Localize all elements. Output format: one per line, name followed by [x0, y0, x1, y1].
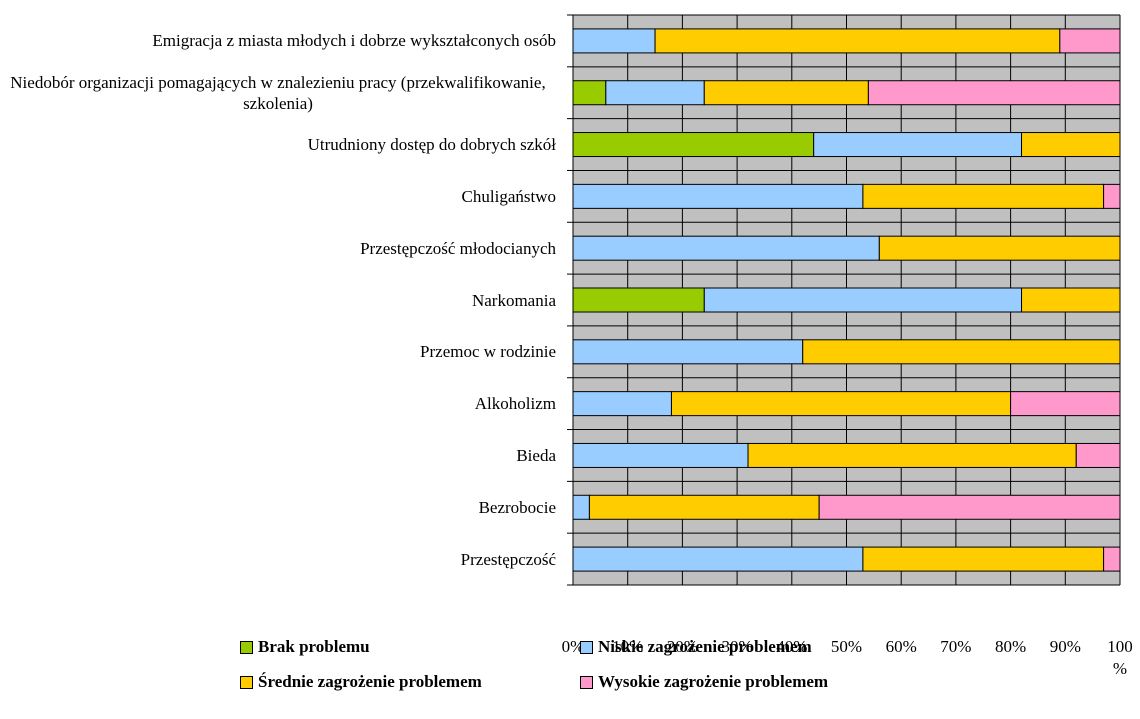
- bar-segment: [572, 546, 864, 572]
- x-tick-label: 0%: [561, 637, 585, 656]
- bar-segment: [1075, 442, 1121, 468]
- x-tick-label: 50%: [830, 637, 863, 656]
- bar-segment: [572, 287, 705, 313]
- category-text: Przestępczość młodocianych: [360, 238, 556, 258]
- legend-item: Brak problemu: [240, 637, 370, 657]
- category-label: Utrudniony dostęp do dobrych szkół: [0, 105, 556, 185]
- bar-segment: [670, 391, 1012, 417]
- bar-segment: [1021, 287, 1121, 313]
- bar-segment: [572, 80, 607, 106]
- x-tick-label: 100 %: [1107, 637, 1133, 678]
- bar-segment: [572, 494, 590, 520]
- legend-label: Brak problemu: [258, 637, 370, 656]
- legend-swatch: [580, 675, 593, 689]
- category-label: Bieda: [0, 415, 556, 495]
- bar-segment: [654, 28, 1061, 54]
- category-text: Narkomania: [471, 290, 556, 310]
- bar-segment: [572, 28, 656, 54]
- legend-item: Średnie zagrożenie problemem: [240, 672, 482, 692]
- bar-segment: [703, 80, 869, 106]
- category-text: Przestępczość: [460, 549, 556, 569]
- bar-segment: [572, 391, 672, 417]
- bar-segment: [588, 494, 820, 520]
- category-label: Narkomania: [0, 260, 556, 340]
- category-label: Przestępczość młodocianych: [0, 208, 556, 288]
- category-label: Alkoholizm: [0, 364, 556, 444]
- bar-segment: [867, 80, 1121, 106]
- legend-label: Wysokie zagrożenie problemem: [598, 672, 829, 691]
- bar-segment: [1021, 132, 1121, 158]
- bar-segment: [862, 546, 1105, 572]
- category-text: Przemoc w rodzinie: [420, 342, 556, 362]
- x-tick-label: 10%: [612, 637, 644, 656]
- x-tick-label: 30%: [721, 637, 753, 656]
- legend-swatch: [240, 675, 253, 689]
- bar-segment: [1103, 546, 1121, 572]
- bar-segment: [703, 287, 1023, 313]
- bar-segment: [605, 80, 705, 106]
- bar-segment: [572, 442, 749, 468]
- x-tick-label: 80%: [995, 637, 1027, 656]
- x-tick-label: 60%: [885, 637, 917, 656]
- x-tick-label: 20%: [666, 637, 698, 656]
- bar-segment: [862, 183, 1105, 209]
- bar-segment: [747, 442, 1077, 468]
- category-text: Chuligaństwo: [461, 186, 556, 206]
- x-tick-label: 40%: [776, 637, 808, 656]
- bar-segment: [818, 494, 1121, 520]
- category-text: Niedobór organizacji pomagających w znal…: [10, 72, 546, 113]
- bar-segment: [802, 339, 1121, 365]
- x-tick-label: 70%: [940, 637, 972, 656]
- category-text: Utrudniony dostęp do dobrych szkół: [307, 135, 556, 155]
- legend-item: Wysokie zagrożenie problemem: [580, 672, 828, 692]
- bar-segment: [1059, 28, 1121, 54]
- category-label: Przemoc w rodzinie: [0, 312, 556, 392]
- category-text: Emigracja z miasta młodych i dobrze wyks…: [152, 31, 556, 51]
- legend-label: Średnie zagrożenie problemem: [258, 672, 482, 691]
- bar-segment: [572, 132, 815, 158]
- legend-swatch: [240, 640, 253, 654]
- category-label: Bezrobocie: [0, 467, 556, 547]
- legend-swatch: [580, 640, 593, 654]
- legend-item: Niskie zagrożenie problemem: [580, 637, 812, 657]
- category-text: Bieda: [516, 445, 556, 465]
- bar-segment: [572, 339, 804, 365]
- category-label: Chuligaństwo: [0, 156, 556, 236]
- bar-segment: [572, 235, 880, 261]
- category-label: Niedobór organizacji pomagających w znal…: [0, 53, 556, 133]
- category-text: Alkoholizm: [474, 394, 556, 414]
- legend-label: Niskie zagrożenie problemem: [598, 637, 812, 656]
- x-tick-label: 90%: [1049, 637, 1081, 656]
- bar-segment: [572, 183, 864, 209]
- category-label: Emigracja z miasta młodych i dobrze wyks…: [0, 1, 556, 81]
- category-text: Bezrobocie: [478, 497, 556, 517]
- bar-segment: [813, 132, 1023, 158]
- category-label: Przestępczość: [0, 519, 556, 599]
- bar-segment: [878, 235, 1121, 261]
- bar-segment: [1103, 183, 1121, 209]
- bar-segment: [1010, 391, 1121, 417]
